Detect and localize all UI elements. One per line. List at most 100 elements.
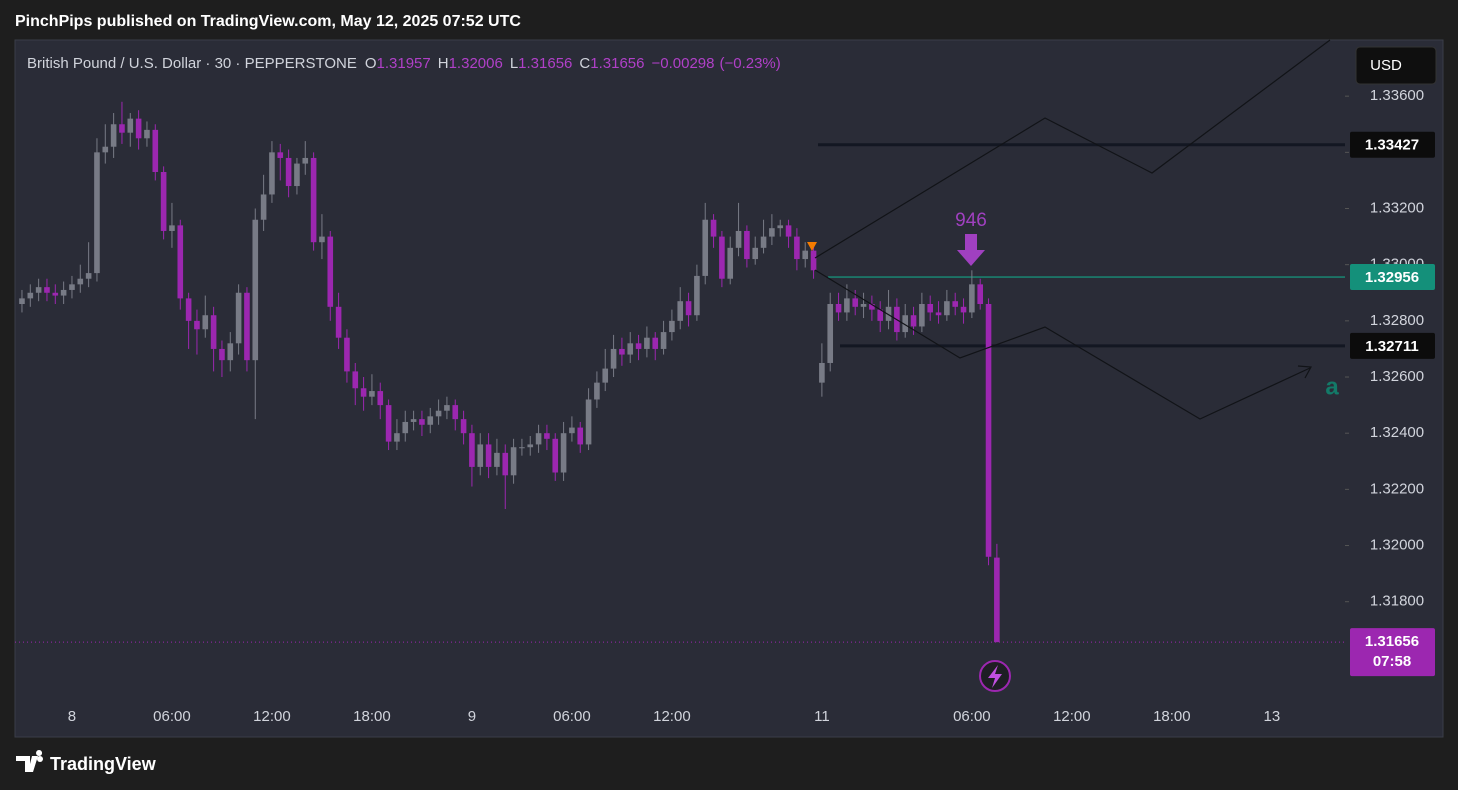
candle-body (527, 444, 534, 448)
candle-body (885, 306, 892, 321)
candle-body (52, 292, 59, 296)
candle-body (427, 416, 434, 425)
candle-body (477, 444, 484, 467)
candle-body (327, 236, 334, 307)
legend-c: C (579, 55, 590, 72)
candle-body (285, 157, 292, 187)
candle-body (652, 337, 659, 349)
currency-button[interactable] (1355, 46, 1437, 85)
candle-body (610, 348, 617, 369)
legend-o: O (365, 55, 377, 72)
candle-body (402, 421, 409, 434)
candle-body (219, 348, 225, 361)
candle-body (952, 301, 959, 307)
candle-body (552, 438, 559, 473)
candle-body (152, 129, 159, 172)
legend-change-pct: (−0.23%) (719, 55, 780, 72)
candle-body (844, 298, 850, 313)
candle-body (877, 309, 884, 321)
legend-change: −0.00298 (651, 55, 714, 72)
candle-body (394, 433, 400, 442)
candle-body (60, 289, 67, 296)
candle-body (227, 343, 234, 361)
last-price-box (1350, 628, 1435, 677)
candle-body (169, 225, 175, 231)
candle-body (194, 320, 200, 330)
signal-arrow (957, 234, 985, 266)
candle-body (510, 447, 517, 476)
legend-close: 1.31656 (590, 55, 644, 72)
candle-body (202, 315, 209, 330)
candle-body (277, 152, 284, 158)
x-tick-label: 12:00 (253, 708, 291, 725)
drawing-arrowhead (1297, 365, 1312, 379)
candle-body (677, 301, 684, 321)
candle-body (644, 337, 650, 349)
candle-body (985, 304, 992, 557)
candle-body (919, 304, 925, 327)
candle-body (560, 433, 567, 473)
chart-panel (14, 39, 1444, 738)
y-tick-label: 1.33600 (1370, 87, 1424, 104)
candle-body (460, 419, 467, 434)
candle-body (294, 163, 300, 187)
candle-body (435, 410, 442, 417)
last-price-label: 1.31656 (1365, 633, 1419, 650)
candle-body (727, 247, 734, 279)
candle-body (702, 219, 709, 276)
candle-body (544, 433, 550, 439)
candle-body (802, 250, 809, 260)
candle-body (27, 292, 34, 299)
candle-body (594, 382, 600, 400)
marker-label: a (1325, 373, 1339, 400)
y-tick-label: 1.31800 (1370, 593, 1424, 610)
legend-high: 1.32006 (449, 55, 503, 72)
candle-body (869, 304, 875, 310)
candle-body (860, 304, 867, 307)
candle-body (252, 219, 259, 361)
candle-body (352, 371, 359, 389)
candle-body (752, 247, 759, 260)
candle-body (760, 236, 767, 248)
candle-body (710, 219, 717, 237)
candle-body (260, 194, 267, 220)
level-label: 1.32711 (1365, 338, 1418, 355)
candle-body (35, 287, 42, 293)
x-tick-label: 18:00 (353, 708, 391, 725)
candle-body (635, 343, 642, 349)
candle-body (785, 225, 792, 237)
candle-body (69, 284, 75, 290)
candle-body (144, 129, 150, 139)
candle-body (602, 368, 609, 383)
candle-body (810, 250, 817, 271)
candle-body (910, 315, 917, 327)
candle-body (185, 298, 192, 321)
candle-body (85, 273, 92, 279)
level-box (1350, 131, 1435, 158)
x-tick-label: 12:00 (1053, 708, 1091, 725)
candle-body (935, 312, 942, 316)
candle-body (469, 433, 475, 467)
brand-logo (16, 750, 43, 772)
candle-body (969, 284, 975, 313)
candle-body (44, 287, 50, 293)
y-tick-label: 1.32600 (1370, 368, 1424, 385)
legend-symbol: British Pound / U.S. Dollar · 30 · PEPPE… (27, 55, 357, 72)
level-box (1350, 332, 1435, 359)
candle-body (19, 298, 25, 304)
candle-body (269, 152, 275, 195)
candle-body (385, 405, 392, 442)
candle-body (360, 388, 367, 397)
candle-body (210, 315, 217, 349)
candle-body (977, 284, 984, 304)
y-tick-label: 1.32000 (1370, 537, 1424, 554)
candle-body (819, 362, 825, 383)
candle-body (852, 298, 859, 307)
candle-body (960, 306, 967, 313)
x-tick-label: 12:00 (653, 708, 691, 725)
x-tick-label: 18:00 (1153, 708, 1191, 725)
legend: British Pound / U.S. Dollar · 30 · PEPPE… (27, 55, 781, 72)
legend-h: H (438, 55, 449, 72)
candle-body (377, 391, 384, 406)
candle-body (769, 228, 775, 237)
